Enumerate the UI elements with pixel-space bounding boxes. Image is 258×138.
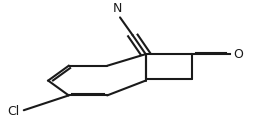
Text: O: O	[233, 48, 243, 61]
Text: N: N	[113, 2, 122, 15]
Text: Cl: Cl	[8, 105, 20, 118]
